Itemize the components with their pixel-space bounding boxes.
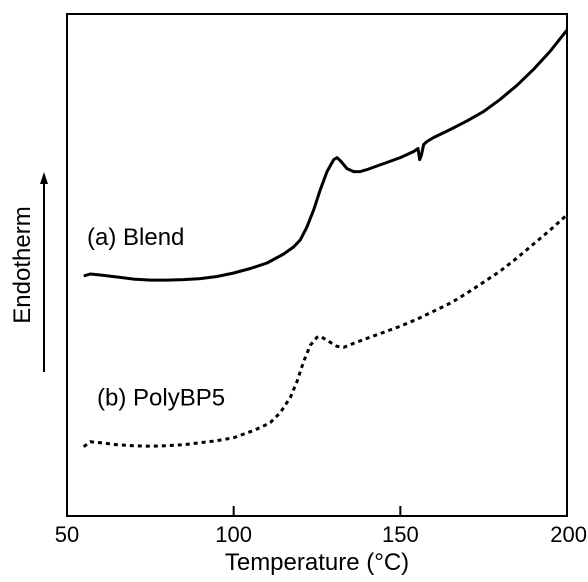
x-tick-label-100: 100 [215,522,252,547]
x-tick-label-50: 50 [55,522,79,547]
series-line-1 [83,29,569,282]
plot-marks: (a) Blend (b) PolyBP5 [82,29,569,448]
y-axis-arrow-head [40,172,48,184]
series-label-1: (a) Blend [87,224,184,251]
y-axis-label: Endotherm [9,206,36,323]
x-axis-label: Temperature (°C) [225,549,409,576]
series-line-2 [82,213,569,448]
x-tick-label-200: 200 [550,522,587,547]
plot-frame [66,13,568,517]
series-label-2: (b) PolyBP5 [97,385,225,412]
x-axis-ticks: 50 100 150 200 [55,506,587,547]
x-tick-label-150: 150 [382,522,419,547]
